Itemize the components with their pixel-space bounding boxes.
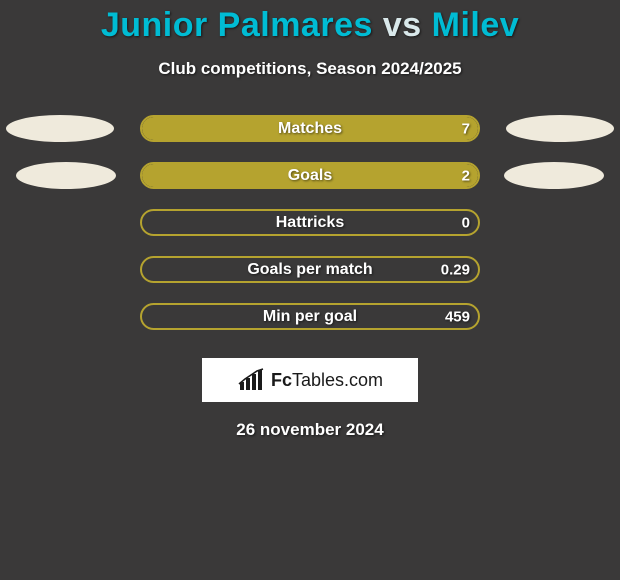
stat-row: Hattricks0 [0, 209, 620, 236]
stat-bar: Hattricks0 [140, 209, 480, 236]
comparison-card: Junior Palmares vs Milev Club competitio… [0, 0, 620, 580]
chart-icon [237, 368, 265, 392]
player2-marker [504, 162, 604, 189]
source-logo: FcTables.com [202, 358, 418, 402]
player1-name: Junior Palmares [101, 6, 373, 44]
snapshot-date: 26 november 2024 [0, 420, 620, 440]
logo-text-rest: Tables.com [292, 370, 383, 390]
stat-value: 459 [445, 308, 470, 325]
stat-row: Goals per match0.29 [0, 256, 620, 283]
stat-bar: Goals per match0.29 [140, 256, 480, 283]
stat-bar: Goals2 [140, 162, 480, 189]
stat-row: Matches7 [0, 115, 620, 142]
vs-separator: vs [383, 6, 422, 44]
player1-marker [16, 162, 116, 189]
player2-marker [506, 115, 614, 142]
stat-value: 0 [462, 214, 470, 231]
stat-label: Hattricks [142, 214, 478, 232]
stat-bar-fill [142, 164, 478, 187]
stat-bar-fill [142, 117, 478, 140]
stat-row: Min per goal459 [0, 303, 620, 330]
subtitle: Club competitions, Season 2024/2025 [0, 59, 620, 79]
stats-bars: Matches7Goals2Hattricks0Goals per match0… [0, 115, 620, 330]
stat-row: Goals2 [0, 162, 620, 189]
stat-label: Goals per match [142, 261, 478, 279]
stat-value: 0.29 [441, 261, 470, 278]
logo-text: FcTables.com [271, 370, 383, 391]
page-title: Junior Palmares vs Milev [0, 6, 620, 45]
stat-bar: Matches7 [140, 115, 480, 142]
stat-bar: Min per goal459 [140, 303, 480, 330]
player2-name: Milev [432, 6, 520, 44]
stat-label: Min per goal [142, 308, 478, 326]
logo-text-strong: Fc [271, 370, 292, 390]
player1-marker [6, 115, 114, 142]
